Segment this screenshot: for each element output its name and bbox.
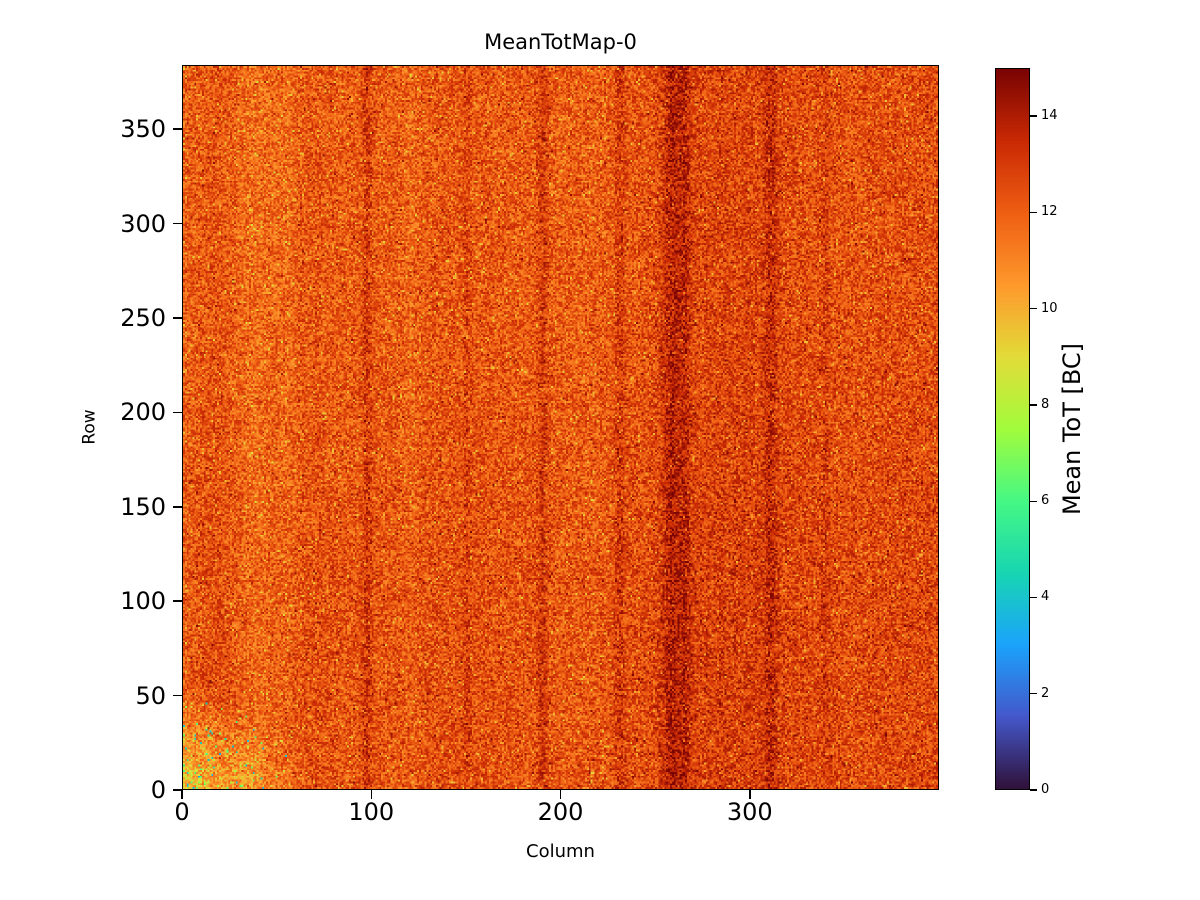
colorbar-tick-mark [1030,596,1037,599]
colorbar-tick-mark [1030,500,1037,502]
x-tick-label: 300 [726,798,773,826]
y-tick-label: 200 [120,398,166,427]
x-tick-label: 0 [174,798,190,826]
y-tick-label: 50 [135,681,166,710]
x-tick-mark [559,790,562,799]
x-axis-label: Column [526,841,595,862]
y-tick-mark [173,694,182,697]
y-tick-label: 300 [120,209,166,238]
colorbar-tick-label: 6 [1041,493,1050,509]
x-tick-label: 200 [537,798,584,826]
y-tick-label: 350 [120,115,166,144]
y-tick-mark [173,506,182,508]
y-tick-label: 150 [120,492,166,521]
heatmap-canvas [183,66,938,789]
y-tick-label: 0 [150,776,166,804]
colorbar-tick-label: 2 [1041,685,1050,701]
x-tick-mark [370,790,372,799]
colorbar-gradient [996,69,1029,789]
colorbar-label: Mean ToT [BC] [1058,342,1086,516]
y-tick-mark [173,600,182,602]
colorbar-tick-mark [1030,789,1037,791]
y-tick-mark [173,317,182,319]
colorbar-tick-mark [1030,115,1037,117]
colorbar-tick-mark [1030,404,1037,406]
colorbar-tick-label: 4 [1041,589,1050,605]
y-tick-mark [173,222,182,225]
y-tick-label: 100 [120,587,166,616]
colorbar-tick-mark [1030,693,1037,695]
chart-title: MeanTotMap-0 [484,30,637,54]
x-tick-mark [749,790,751,799]
y-tick-mark [173,789,182,791]
colorbar-tick-label: 12 [1041,204,1058,220]
y-tick-label: 250 [120,303,166,332]
y-tick-mark [173,411,182,414]
x-tick-mark [181,790,183,799]
heatmap-plot-area [182,65,939,790]
colorbar-tick-label: 14 [1041,108,1058,124]
x-tick-label: 100 [348,798,395,826]
colorbar-tick-label: 0 [1041,782,1050,797]
colorbar [995,68,1030,790]
y-tick-mark [173,128,182,130]
colorbar-tick-label: 10 [1041,300,1058,316]
colorbar-tick-mark [1030,307,1037,310]
colorbar-tick-label: 8 [1041,396,1050,412]
colorbar-tick-mark [1030,211,1037,214]
